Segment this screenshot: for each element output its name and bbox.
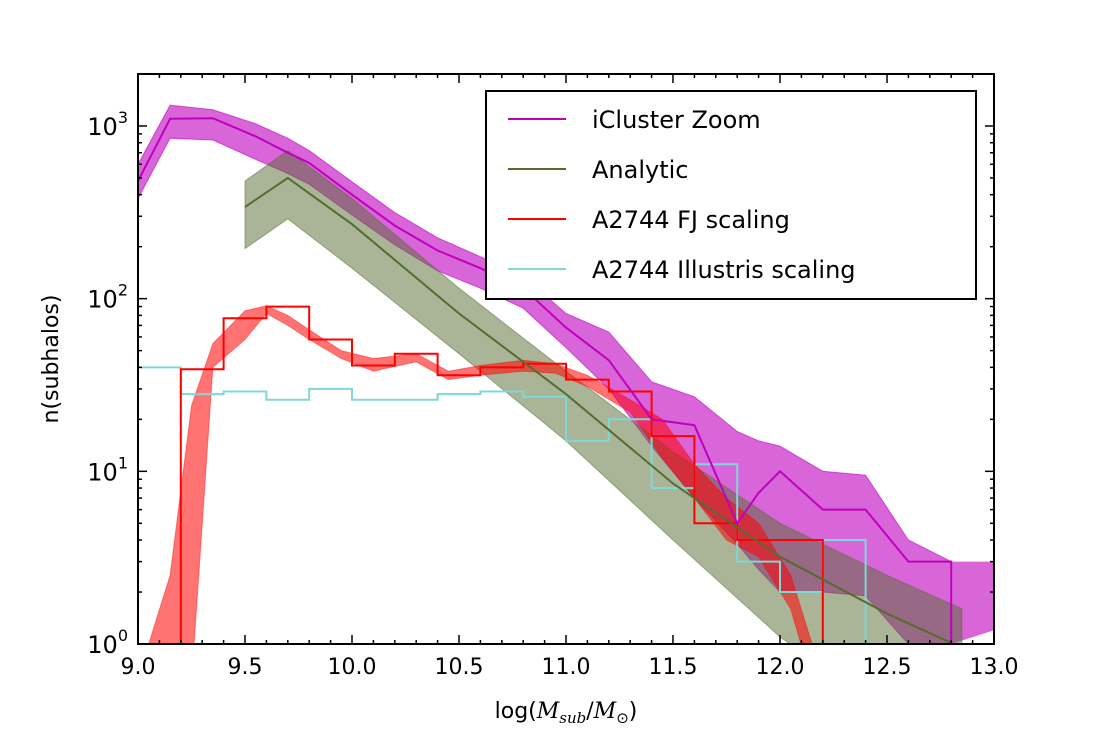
x-axis-label: log(Msub/M⊙) <box>495 699 638 727</box>
x-axis-label-sub2: ⊙ <box>616 709 629 727</box>
y-tick-label: 102 <box>87 281 128 314</box>
x-tick-label: 9.5 <box>228 655 263 680</box>
legend-label: iCluster Zoom <box>592 106 761 134</box>
x-axis-label-sub1: sub <box>559 709 586 727</box>
x-tick-label: 11.0 <box>542 655 591 680</box>
x-tick-label: 13.0 <box>970 655 1019 680</box>
x-tick-label: 12.0 <box>756 655 805 680</box>
y-tick-label: 103 <box>87 108 128 141</box>
x-tick-label: 10.0 <box>328 655 377 680</box>
y-tick-label: 100 <box>87 626 128 659</box>
x-axis-label-open: log( <box>495 699 537 724</box>
legend: iCluster Zoom Analytic A2744 FJ scaling A27… <box>485 90 977 300</box>
x-axis-label-m2: M <box>593 699 617 724</box>
tick-labels-layer: 9.0 9.5 10.0 10.5 11.0 11.5 12.0 12.5 13.0 100 101… <box>87 108 1018 680</box>
x-tick-label: 11.5 <box>649 655 698 680</box>
x-tick-label: 9.0 <box>121 655 156 680</box>
x-axis-label-m1: M <box>536 699 560 724</box>
data-layer <box>138 104 994 644</box>
ticks-layer <box>137 73 995 645</box>
x-tick-label: 12.5 <box>863 655 912 680</box>
y-axis-label: n(subhalos) <box>39 295 64 424</box>
analytic-line <box>244 176 956 644</box>
x-tick-label: 10.5 <box>435 655 484 680</box>
fj-step-line <box>179 305 824 644</box>
analytic-band <box>244 149 963 644</box>
legend-label: Analytic <box>592 156 688 184</box>
x-axis-label-close: ) <box>629 699 638 724</box>
x-axis-label-slash: / <box>586 699 594 724</box>
icluster-line <box>138 117 953 644</box>
legend-label: A2744 Illustris scaling <box>592 256 856 284</box>
legend-label: A2744 FJ scaling <box>592 206 790 234</box>
legend-box <box>485 90 977 300</box>
y-tick-label: 101 <box>87 453 128 486</box>
illustris-step-line <box>138 366 867 644</box>
